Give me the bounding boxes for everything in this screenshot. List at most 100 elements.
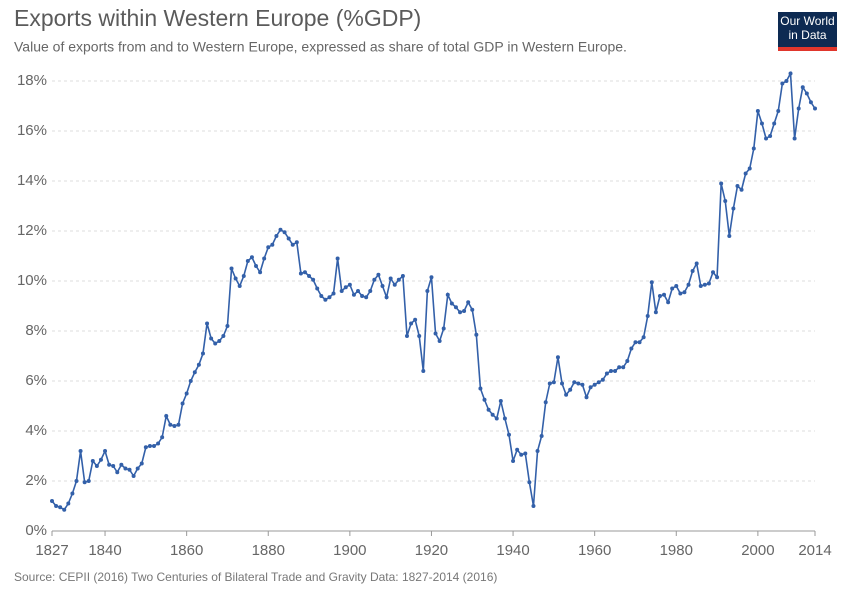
data-point	[249, 255, 254, 260]
data-point	[490, 412, 495, 417]
y-tick-label: 12%	[17, 222, 47, 239]
y-tick-label: 6%	[25, 372, 47, 389]
data-point	[188, 379, 193, 383]
data-point	[662, 292, 667, 297]
data-point	[776, 109, 781, 113]
data-point	[323, 297, 328, 302]
data-line	[51, 70, 816, 511]
data-point	[576, 381, 581, 386]
data-point	[307, 274, 312, 278]
data-point	[511, 459, 516, 463]
data-point	[784, 79, 789, 83]
data-point	[531, 504, 536, 508]
x-tick-label: 1840	[88, 542, 121, 559]
data-point	[560, 381, 565, 386]
data-point	[103, 449, 108, 453]
data-point	[54, 504, 59, 508]
y-tick-label: 16%	[17, 122, 47, 139]
data-point	[107, 462, 112, 467]
data-point	[804, 91, 809, 96]
data-point	[715, 275, 720, 280]
data-point	[429, 275, 434, 280]
data-point	[225, 324, 230, 328]
data-point	[258, 270, 263, 275]
data-point	[123, 466, 128, 471]
data-point	[262, 256, 267, 261]
data-point	[404, 334, 409, 338]
data-point	[670, 286, 675, 291]
x-tick-label: 1980	[660, 542, 693, 559]
data-point	[290, 242, 295, 247]
data-point	[196, 362, 201, 367]
data-point	[315, 286, 320, 291]
data-point	[98, 457, 103, 462]
data-point	[519, 452, 524, 457]
chart-title: Exports within Western Europe (%GDP)	[14, 5, 421, 31]
data-point	[584, 395, 589, 400]
data-point	[796, 106, 801, 111]
data-point	[498, 399, 503, 403]
data-point	[74, 479, 79, 483]
data-point	[580, 382, 585, 387]
y-tick-label: 8%	[25, 322, 47, 339]
data-point	[339, 289, 344, 293]
data-point	[588, 385, 593, 390]
data-point	[592, 382, 597, 387]
data-point	[286, 236, 291, 241]
data-point	[221, 334, 226, 338]
data-point	[694, 261, 699, 266]
data-point	[506, 432, 511, 437]
data-point	[702, 282, 707, 287]
data-point	[111, 464, 116, 468]
data-point	[572, 380, 577, 385]
data-point	[50, 499, 54, 503]
data-point	[535, 449, 540, 453]
data-point	[417, 334, 422, 338]
data-point	[710, 270, 715, 275]
data-point	[131, 474, 136, 478]
data-point	[168, 422, 173, 427]
data-point	[351, 292, 356, 297]
data-point	[686, 282, 691, 287]
x-tick-label: 1960	[578, 542, 611, 559]
data-point	[502, 416, 507, 421]
data-point	[625, 359, 630, 363]
data-point	[474, 332, 479, 337]
data-point	[608, 369, 613, 373]
data-point	[156, 441, 161, 446]
data-point	[278, 227, 283, 232]
data-point	[392, 282, 397, 287]
data-point	[458, 310, 463, 315]
data-point	[564, 392, 569, 397]
data-point	[82, 480, 87, 485]
data-point	[462, 309, 467, 313]
data-point	[229, 266, 234, 271]
y-tick-label: 0%	[25, 522, 47, 539]
data-point	[678, 291, 683, 296]
data-point	[347, 282, 352, 287]
data-point	[788, 71, 793, 76]
y-tick-label: 4%	[25, 422, 47, 439]
data-point	[723, 199, 728, 203]
data-point	[645, 314, 650, 318]
data-point	[360, 294, 365, 298]
x-tick-label: 2014	[798, 542, 831, 559]
data-point	[184, 391, 189, 396]
data-point	[396, 277, 401, 282]
data-point	[70, 491, 75, 496]
data-point	[482, 397, 487, 402]
data-point	[372, 277, 377, 282]
data-point	[90, 459, 95, 463]
data-point	[764, 136, 769, 141]
x-tick-label: 1860	[170, 542, 203, 559]
y-tick-label: 10%	[17, 272, 47, 289]
data-point	[666, 300, 671, 305]
data-point	[176, 422, 181, 427]
data-point	[376, 272, 381, 277]
data-point	[213, 341, 218, 346]
x-tick-label: 1900	[333, 542, 366, 559]
data-point	[657, 294, 662, 298]
data-point	[515, 447, 520, 452]
data-point	[400, 274, 405, 278]
data-point	[808, 100, 813, 105]
